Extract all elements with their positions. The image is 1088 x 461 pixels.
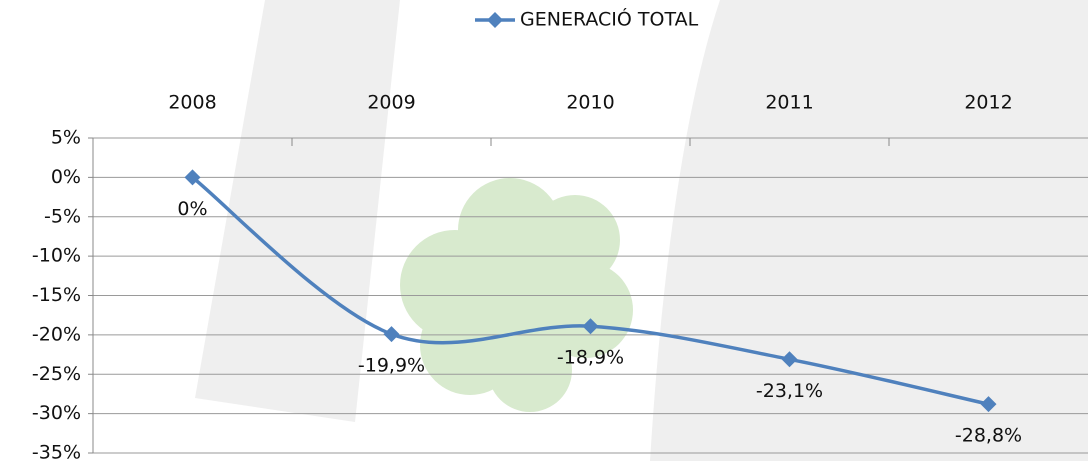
x-tick-label: 2009 xyxy=(367,92,415,114)
background-decoration xyxy=(195,0,1088,461)
data-label: 0% xyxy=(177,198,207,220)
legend-marker xyxy=(487,12,503,28)
y-tick-label: 0% xyxy=(51,166,81,188)
y-tick-label: -20% xyxy=(32,323,81,345)
y-tick-label: 5% xyxy=(51,127,81,149)
legend-label: GENERACIÓ TOTAL xyxy=(520,7,699,31)
data-label: -18,9% xyxy=(557,347,624,369)
data-point xyxy=(384,326,400,342)
chart: GENERACIÓ TOTAL 5% 0% -5% -10% -15% -20% -25% -… xyxy=(0,0,1088,461)
data-label: -19,9% xyxy=(358,355,425,377)
x-tick-label: 2011 xyxy=(765,92,813,114)
y-tick-label: -30% xyxy=(32,402,81,424)
x-tick-label: 2008 xyxy=(168,92,216,114)
y-tick-label: -5% xyxy=(44,205,81,227)
y-tick-label: -25% xyxy=(32,363,81,385)
data-label: -23,1% xyxy=(756,380,823,402)
y-tick-label: -35% xyxy=(32,442,81,461)
data-label: -28,8% xyxy=(955,425,1022,447)
x-tick-label: 2010 xyxy=(566,92,614,114)
y-tick-label: -15% xyxy=(32,284,81,306)
y-tick-label: -10% xyxy=(32,245,81,267)
x-tick-label: 2012 xyxy=(964,92,1012,114)
legend: GENERACIÓ TOTAL xyxy=(475,7,699,31)
